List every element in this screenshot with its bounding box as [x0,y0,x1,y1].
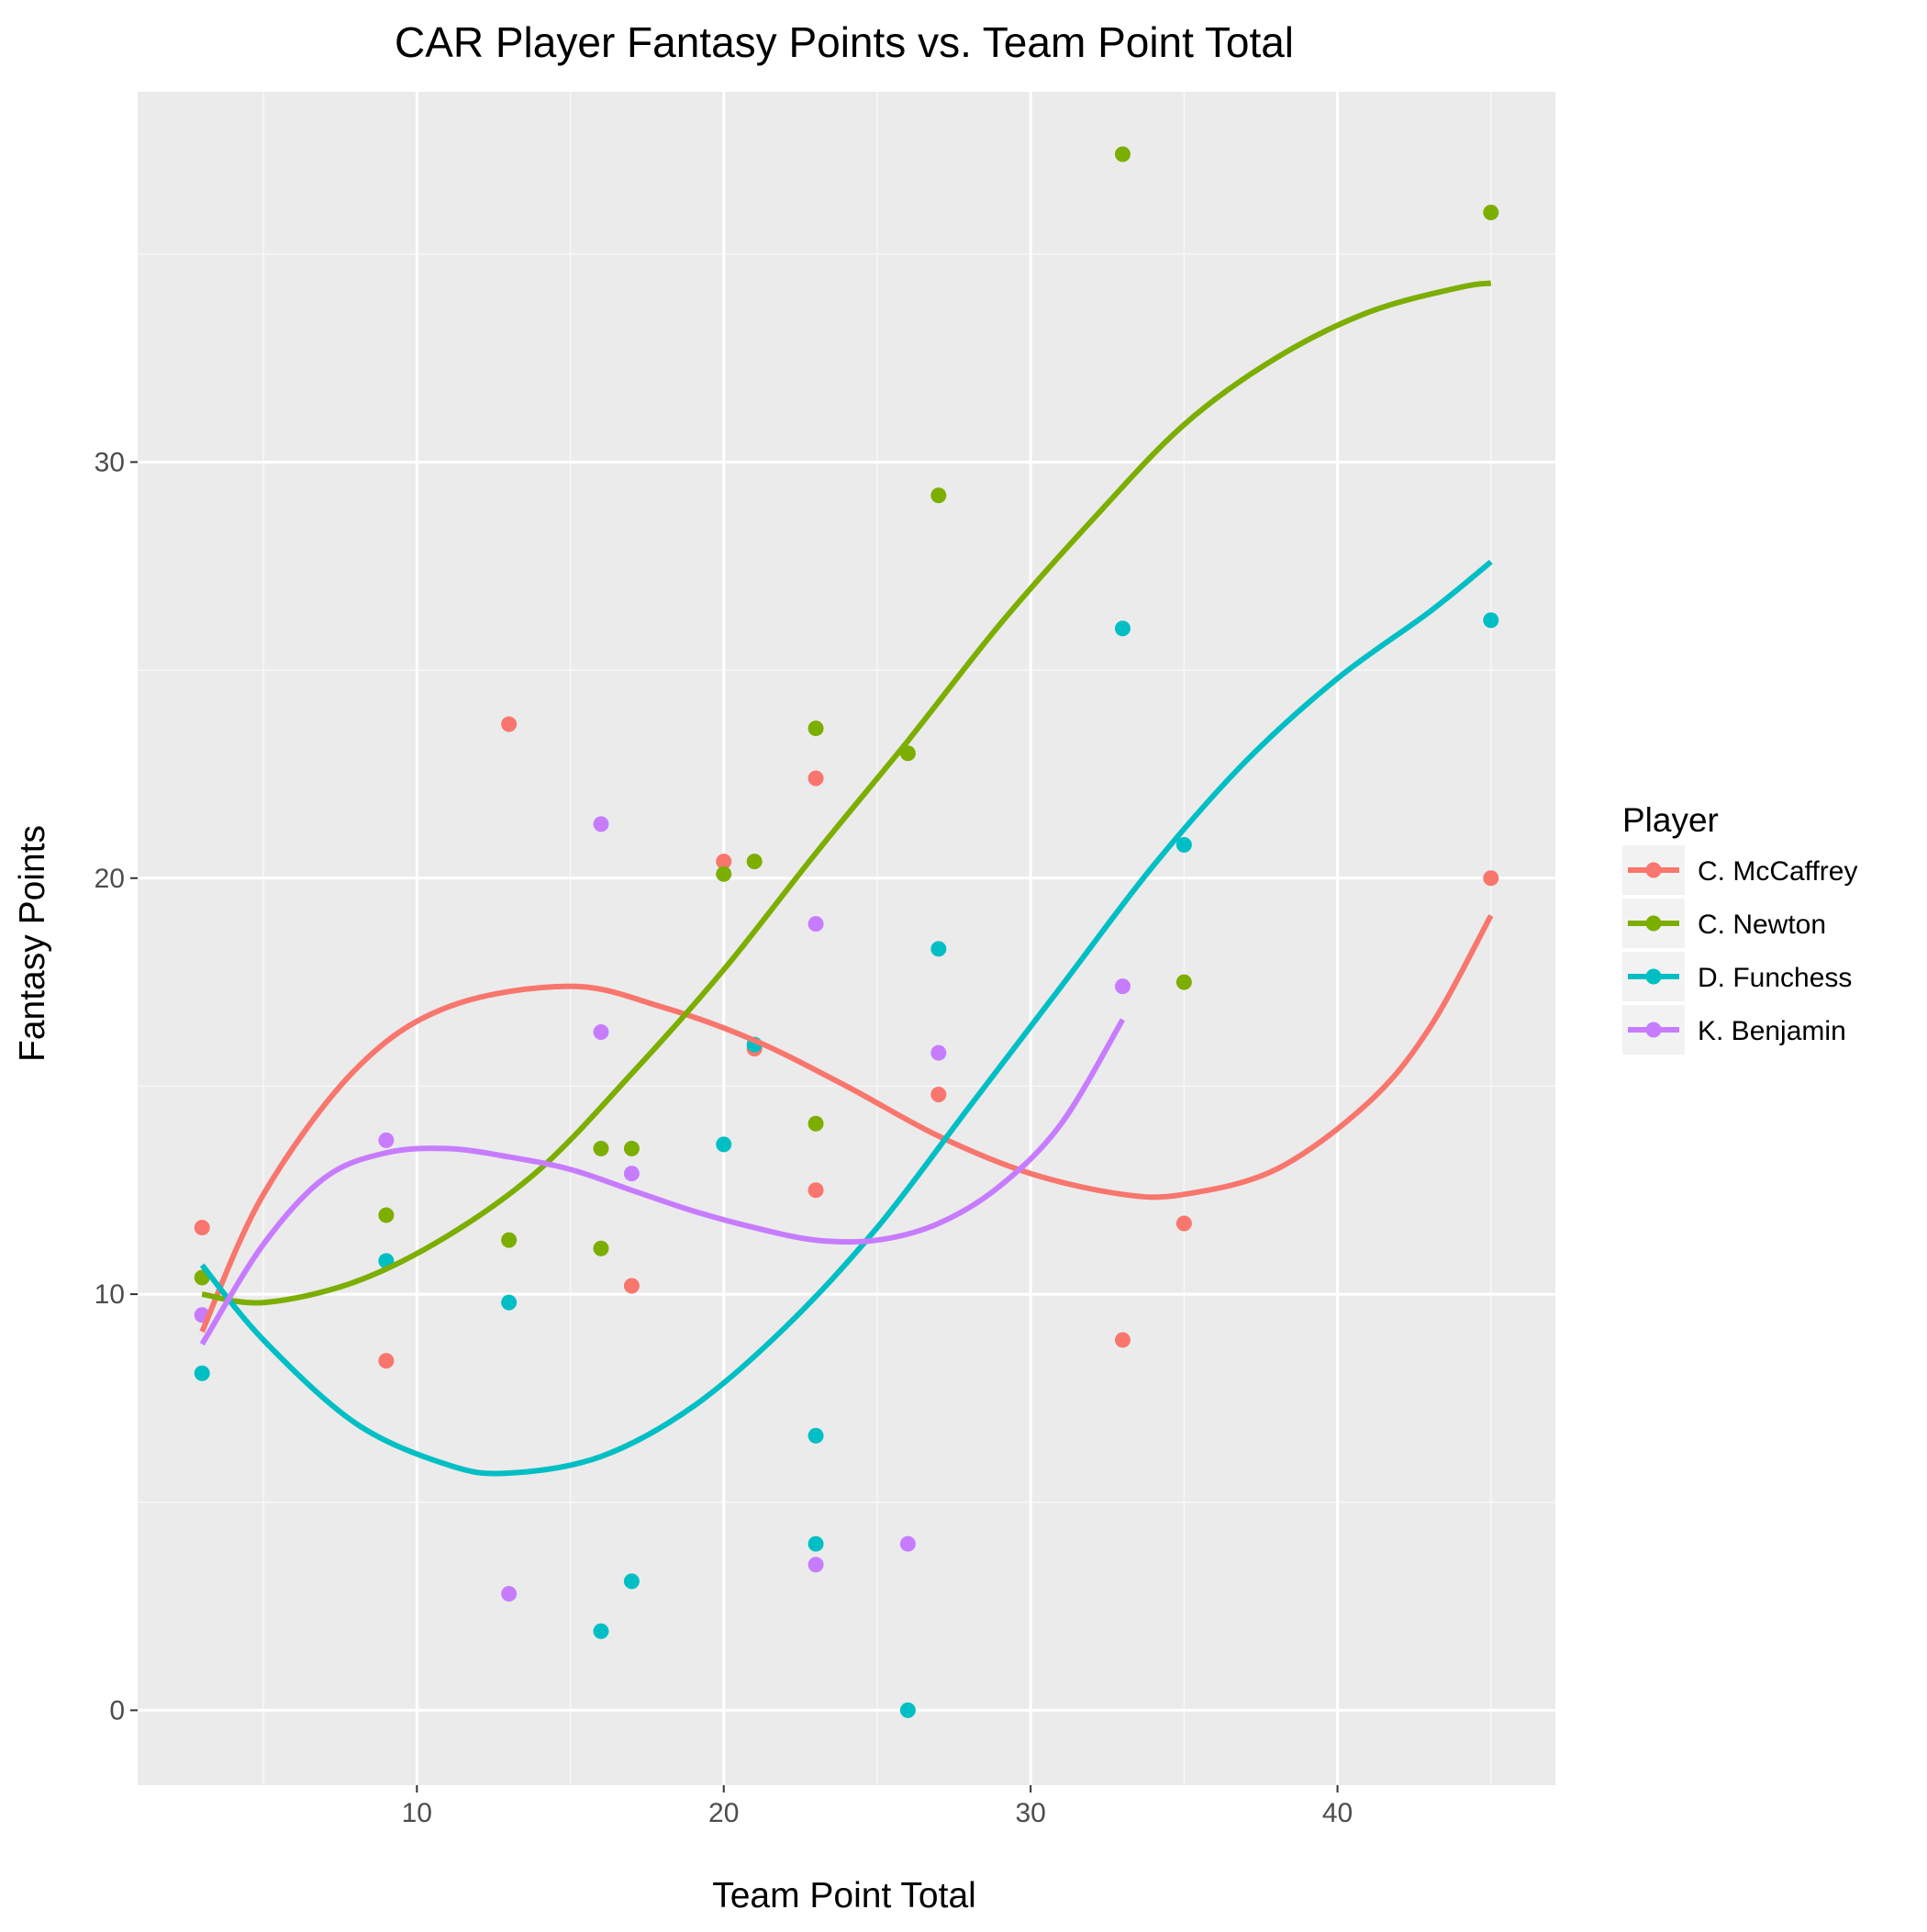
data-point-2 [899,1702,916,1718]
trend-line-2 [199,559,1493,1477]
data-point-1 [808,1115,824,1132]
legend-key-point [1645,968,1662,985]
data-point-1 [623,1140,640,1156]
data-point-2 [593,1623,609,1639]
y-tick-label: 20 [95,864,125,894]
data-point-2 [808,1536,824,1552]
data-point-2 [194,1365,210,1381]
data-point-3 [501,1585,518,1602]
data-point-0 [1114,1332,1131,1348]
data-point-2 [808,1427,824,1444]
data-point-0 [716,854,732,870]
trend-line-1 [201,280,1492,1306]
data-point-0 [623,1278,640,1294]
trend-line-3 [199,1018,1126,1346]
data-point-2 [501,1294,518,1311]
data-point-2 [623,1573,640,1590]
x-tick-label: 10 [402,1798,432,1828]
data-point-3 [593,816,609,832]
data-point-0 [194,1220,210,1236]
chart-title: CAR Player Fantasy Points vs. Team Point… [395,18,1294,66]
data-point-1 [808,720,824,737]
plot-panel [138,92,1555,1785]
data-point-3 [930,1044,947,1061]
data-point-0 [378,1353,395,1369]
legend-key-point [1645,1022,1662,1038]
data-point-0 [1175,1215,1192,1232]
x-tick-label: 30 [1015,1798,1045,1828]
data-point-3 [378,1132,395,1148]
legend-label: D. Funchess [1698,963,1852,993]
data-point-0 [1483,870,1499,887]
data-point-3 [593,1023,609,1040]
data-point-0 [930,1086,947,1102]
legend-label: C. Newton [1698,910,1826,940]
data-point-1 [1483,204,1499,220]
x-tick-label: 20 [708,1798,739,1828]
data-point-1 [716,865,732,882]
data-point-0 [808,1182,824,1199]
data-point-2 [1175,837,1192,854]
legend-label: K. Benjamin [1698,1016,1846,1046]
legend-title: Player [1622,801,1719,839]
data-point-1 [746,854,763,870]
data-point-3 [623,1166,640,1182]
y-axis-title: Fantasy Points [13,825,52,1062]
data-point-1 [501,1232,518,1248]
y-tick-label: 10 [95,1279,125,1310]
data-point-1 [1175,974,1192,990]
data-point-2 [1483,612,1499,629]
legend-key-point [1645,915,1662,932]
trend-line-0 [199,914,1494,1334]
data-point-1 [593,1240,609,1256]
y-tick-label: 30 [95,447,125,477]
legend-label: C. McCaffrey [1698,856,1857,887]
data-point-0 [501,716,518,732]
data-point-0 [808,770,824,787]
data-point-1 [1114,146,1131,162]
data-point-3 [808,916,824,932]
x-axis-title: Team Point Total [712,1876,976,1915]
data-point-3 [1114,978,1131,995]
data-point-2 [1114,620,1131,637]
data-point-3 [808,1557,824,1573]
y-tick-label: 0 [109,1695,125,1725]
data-point-3 [899,1536,916,1552]
x-tick-label: 40 [1322,1798,1353,1828]
data-point-2 [930,941,947,957]
data-point-1 [378,1207,395,1223]
data-point-1 [930,487,947,504]
data-point-1 [593,1140,609,1156]
data-point-2 [716,1136,732,1153]
legend-key-point [1645,862,1662,878]
